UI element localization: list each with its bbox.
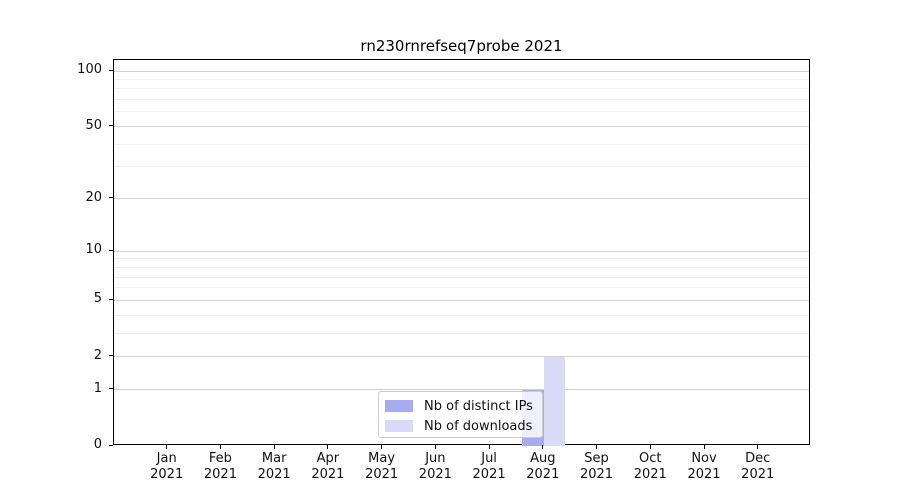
x-tick-mark [596, 445, 598, 449]
y-tick-label: 0 [93, 437, 102, 452]
legend-item-distinct-ips: Nb of distinct IPs [385, 396, 542, 416]
gridline-minor [114, 314, 809, 316]
legend: Nb of distinct IPs Nb of downloads [378, 391, 543, 438]
plot-area [113, 59, 810, 446]
x-tick-mark [327, 445, 329, 449]
y-tick-label: 5 [93, 291, 102, 307]
legend-label-downloads: Nb of downloads [424, 418, 533, 434]
gridline-major [114, 126, 809, 128]
gridline-minor [114, 78, 809, 80]
x-tick-label: Oct 2021 [633, 451, 667, 482]
x-tick-label: Apr 2021 [311, 451, 345, 482]
x-tick-label: Dec 2021 [741, 451, 775, 482]
x-tick-label: May 2021 [365, 451, 399, 482]
gridline-minor [114, 258, 809, 260]
gridline-major [114, 70, 809, 72]
gridline-minor [114, 88, 809, 90]
gridline-minor [114, 166, 809, 168]
x-tick-mark [649, 445, 651, 449]
legend-label-distinct-ips: Nb of distinct IPs [424, 398, 533, 414]
y-tick-label: 2 [93, 347, 102, 363]
gridline-major [114, 356, 809, 358]
bar-downloads [543, 356, 566, 446]
x-tick-label: Aug 2021 [526, 451, 560, 482]
legend-swatch-distinct-ips-icon [385, 400, 413, 412]
x-tick-label: Feb 2021 [203, 451, 237, 482]
gridline-minor [114, 99, 809, 101]
gridline-major [114, 299, 809, 301]
gridline-minor [114, 266, 809, 268]
gridline-minor [114, 111, 809, 113]
x-tick-label: Nov 2021 [687, 451, 721, 482]
y-tick-label: 1 [93, 380, 102, 396]
gridline-minor [114, 276, 809, 278]
gridline-major [114, 389, 809, 391]
x-tick-mark [166, 445, 168, 449]
gridline-minor [114, 287, 809, 289]
bars-layer [114, 60, 809, 446]
gridlines-layer [114, 60, 809, 444]
x-tick-label: Sep 2021 [579, 451, 614, 482]
x-tick-mark [219, 445, 221, 449]
x-tick-label: Mar 2021 [257, 451, 291, 482]
gridline-major [114, 198, 809, 200]
gridline-major [114, 250, 809, 252]
y-tick-label: 50 [85, 117, 102, 133]
gridline-minor [114, 143, 809, 145]
legend-item-downloads: Nb of downloads [385, 416, 542, 436]
x-tick-mark [273, 445, 275, 449]
gridline-minor [114, 332, 809, 334]
y-tick-label: 10 [85, 242, 102, 258]
x-tick-mark [434, 445, 436, 449]
legend-swatch-downloads-icon [385, 420, 413, 432]
chart-title: rn230rnrefseq7probe 2021 [360, 37, 563, 55]
x-tick-label: Jan 2021 [150, 451, 184, 482]
x-tick-mark [757, 445, 759, 449]
x-tick-label: Jul 2021 [472, 451, 506, 482]
x-tick-label: Jun 2021 [418, 451, 452, 482]
x-tick-mark [381, 445, 383, 449]
x-tick-mark [703, 445, 705, 449]
y-tick-label: 100 [77, 62, 102, 78]
x-tick-mark [488, 445, 490, 449]
y-tick-label: 20 [85, 189, 102, 205]
